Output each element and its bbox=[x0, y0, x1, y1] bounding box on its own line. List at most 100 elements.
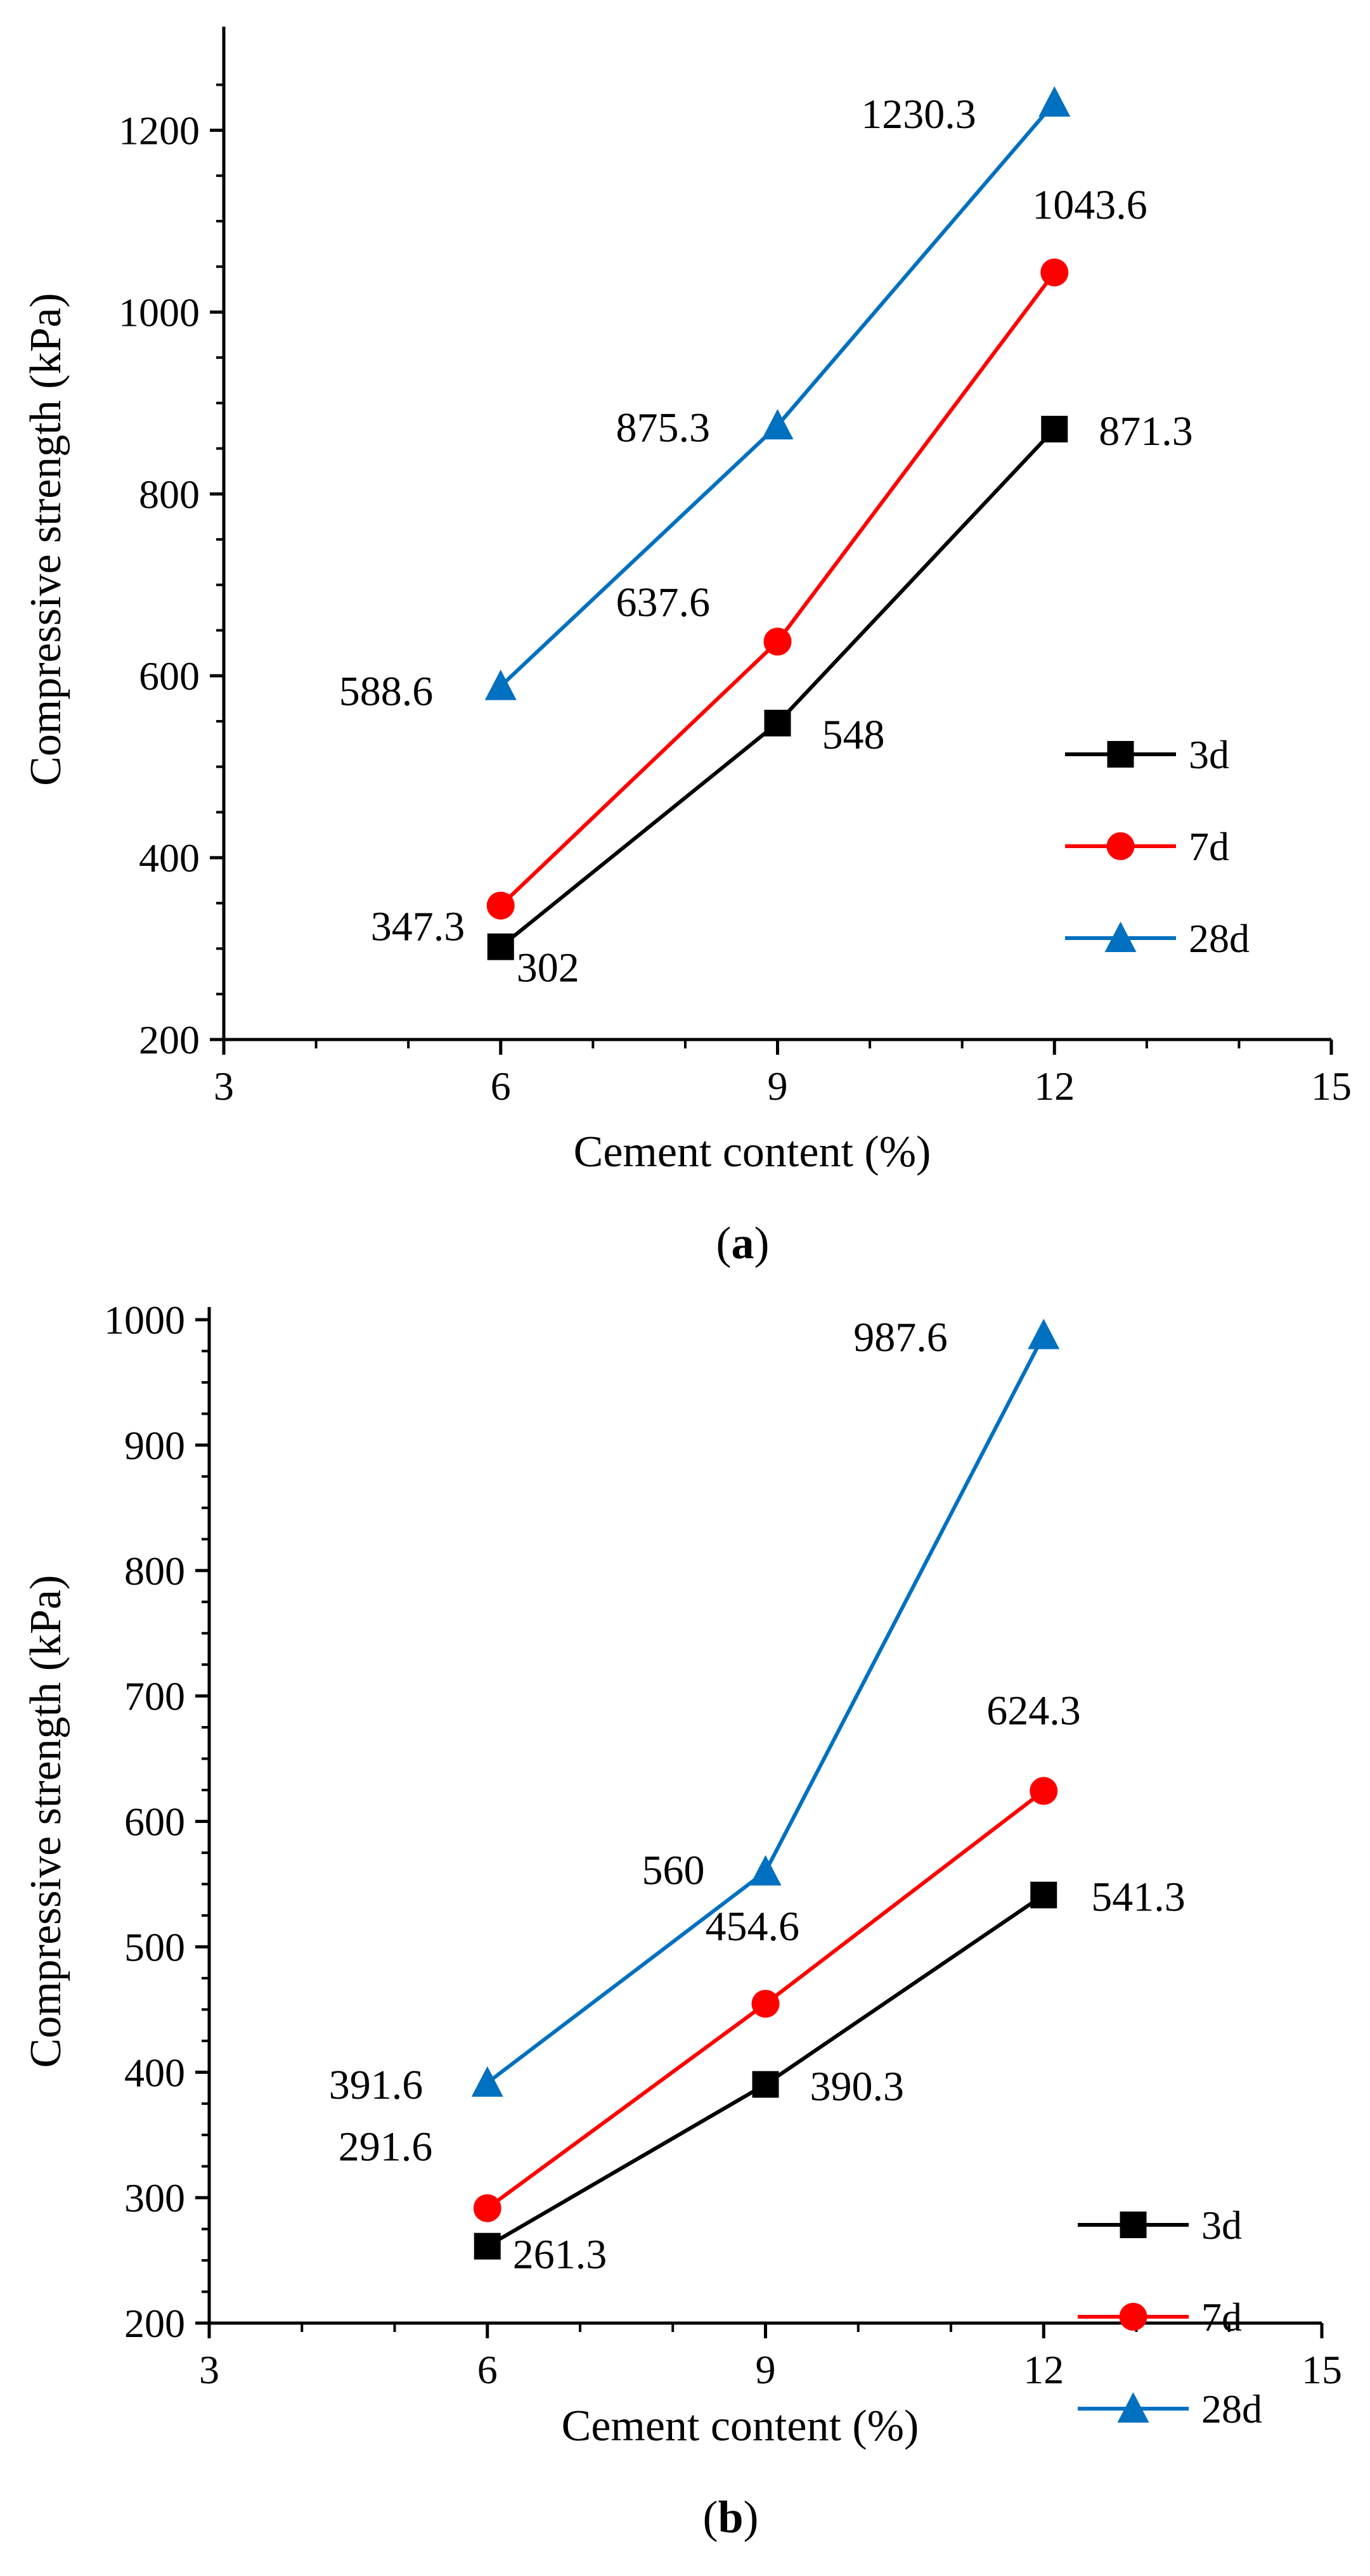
legend-label: 28d bbox=[1201, 2386, 1262, 2431]
data-point bbox=[751, 1990, 780, 2018]
x-tick-label: 6 bbox=[477, 2347, 498, 2392]
data-point bbox=[1038, 86, 1071, 117]
legend: 3d 7d 28d bbox=[1078, 2203, 1262, 2431]
x-tick-label: 6 bbox=[491, 1064, 511, 1109]
series-3d: 302 548 871.3 bbox=[487, 408, 1193, 991]
data-label: 1043.6 bbox=[1032, 182, 1147, 228]
panel-label-close-paren: ) bbox=[754, 1218, 770, 1268]
y-tick-label: 400 bbox=[139, 835, 200, 880]
y-tick-label: 800 bbox=[139, 472, 200, 517]
legend-label: 3d bbox=[1189, 732, 1229, 777]
data-point bbox=[1030, 1881, 1057, 1909]
legend-entry-3d: 3d bbox=[1078, 2203, 1242, 2248]
legend-marker bbox=[1117, 2392, 1149, 2423]
data-point bbox=[1028, 1318, 1060, 1349]
series-line-28d bbox=[499, 101, 1056, 688]
legend-label: 3d bbox=[1201, 2203, 1242, 2248]
series-28d: 588.6 875.3 1230.3 bbox=[339, 86, 1071, 715]
y-tick-label: 1000 bbox=[104, 1298, 185, 1343]
data-point bbox=[471, 2066, 503, 2097]
series-3d: 261.3 390.3 541.3 bbox=[474, 1874, 1186, 2278]
data-point bbox=[763, 628, 792, 656]
y-tick-label: 1000 bbox=[119, 290, 200, 335]
legend-entry-7d: 7d bbox=[1065, 824, 1229, 869]
legend-label: 7d bbox=[1201, 2295, 1242, 2340]
panel-label-letter: a bbox=[732, 1218, 754, 1268]
data-point bbox=[484, 669, 517, 700]
y-tick-label: 300 bbox=[124, 2175, 185, 2220]
data-point bbox=[1030, 1777, 1058, 1805]
data-label: 302 bbox=[517, 945, 579, 991]
x-axis-title: Cement content (%) bbox=[562, 2402, 919, 2450]
data-label: 548 bbox=[822, 712, 885, 758]
panel-label: (b) bbox=[702, 2492, 758, 2542]
data-label: 1230.3 bbox=[861, 91, 976, 138]
y-tick-label: 800 bbox=[124, 1549, 185, 1594]
data-label: 391.6 bbox=[329, 2062, 423, 2108]
x-tick-label: 9 bbox=[756, 2347, 776, 2392]
data-point bbox=[752, 2071, 779, 2098]
x-tick-label: 3 bbox=[199, 2347, 219, 2392]
data-label: 875.3 bbox=[616, 404, 711, 451]
data-label: 454.6 bbox=[706, 1903, 800, 1950]
x-tick-label: 12 bbox=[1034, 1064, 1075, 1109]
x-tick-label: 15 bbox=[1311, 1064, 1352, 1109]
panel-label-open-paren: ( bbox=[716, 1218, 732, 1268]
data-label: 588.6 bbox=[339, 669, 434, 715]
data-label: 390.3 bbox=[810, 2063, 905, 2109]
legend-label: 7d bbox=[1189, 824, 1229, 869]
legend-marker bbox=[1107, 741, 1134, 768]
series-7d: 291.6 454.6 624.3 bbox=[339, 1687, 1081, 2222]
legend-entry-3d: 3d bbox=[1065, 732, 1229, 777]
series-28d: 391.6 560 987.6 bbox=[329, 1315, 1060, 2108]
x-tick-label: 3 bbox=[214, 1064, 234, 1109]
x-tick-label: 15 bbox=[1302, 2347, 1342, 2392]
y-axis-title: Compressive strength (kPa) bbox=[22, 293, 70, 786]
data-point bbox=[486, 891, 515, 920]
y-tick-label: 200 bbox=[124, 2301, 185, 2346]
data-label: 871.3 bbox=[1099, 408, 1193, 454]
data-point bbox=[764, 709, 791, 737]
y-tick-label: 600 bbox=[139, 654, 200, 699]
y-tick-label: 500 bbox=[124, 1924, 185, 1969]
data-label: 291.6 bbox=[339, 2124, 433, 2170]
y-tick-label: 700 bbox=[124, 1674, 185, 1719]
legend-label: 28d bbox=[1189, 916, 1250, 961]
data-label: 987.6 bbox=[853, 1315, 948, 1361]
data-label: 347.3 bbox=[371, 904, 465, 950]
legend-entry-28d: 28d bbox=[1065, 916, 1250, 961]
x-tick-label: 12 bbox=[1023, 2347, 1064, 2392]
legend-marker bbox=[1106, 832, 1135, 860]
chart-panel-b: 200 300 400 500 600 700 800 900 1000 3 6 9 12 15 Cemen… bbox=[22, 1298, 1342, 2542]
legend-entry-28d: 28d bbox=[1078, 2386, 1262, 2431]
chart-panel-a: 200 400 600 800 1000 1200 3 6 9 12 15 Cement conten… bbox=[22, 27, 1352, 1268]
data-point bbox=[761, 409, 794, 440]
data-label: 261.3 bbox=[513, 2232, 607, 2278]
series-line-28d bbox=[486, 1334, 1045, 2085]
x-tick-label: 9 bbox=[768, 1064, 788, 1109]
legend-marker bbox=[1119, 2303, 1147, 2331]
data-label: 624.3 bbox=[986, 1687, 1081, 1734]
panel-label-open-paren: ( bbox=[702, 2492, 718, 2542]
legend-marker bbox=[1104, 922, 1137, 952]
data-label: 560 bbox=[642, 1848, 705, 1894]
series-line-3d bbox=[499, 427, 1056, 949]
series-line-7d bbox=[499, 271, 1056, 907]
y-tick-label: 600 bbox=[124, 1800, 185, 1845]
y-tick-label: 1200 bbox=[119, 108, 200, 153]
data-point bbox=[474, 2232, 501, 2260]
data-point bbox=[473, 2194, 501, 2222]
data-label: 541.3 bbox=[1091, 1874, 1186, 1921]
panel-label-letter: b bbox=[718, 2492, 743, 2542]
data-point bbox=[749, 1855, 782, 1886]
y-tick-label: 900 bbox=[124, 1423, 185, 1468]
data-point bbox=[1041, 415, 1068, 442]
data-point bbox=[1040, 258, 1069, 287]
legend-marker bbox=[1120, 2212, 1147, 2238]
y-tick-label: 400 bbox=[124, 2050, 185, 2095]
series-7d: 347.3 637.6 1043.6 bbox=[371, 182, 1147, 950]
legend: 3d 7d 28d bbox=[1065, 732, 1250, 961]
y-tick-label: 200 bbox=[139, 1017, 200, 1062]
panel-label: (a) bbox=[716, 1218, 770, 1268]
